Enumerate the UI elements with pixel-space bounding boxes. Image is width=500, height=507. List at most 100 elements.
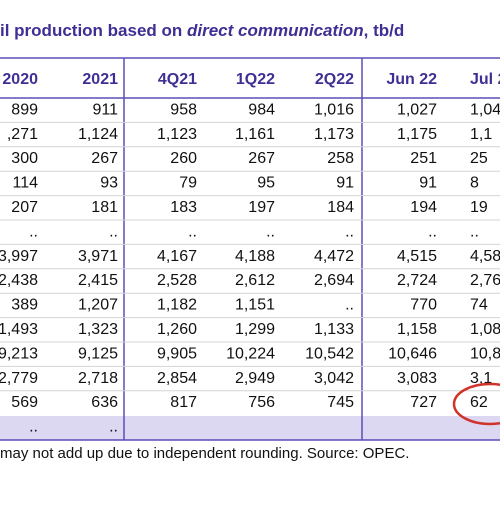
cell: 91	[336, 175, 354, 192]
cell: 4,515	[397, 248, 437, 265]
cell: ..	[29, 419, 38, 436]
cell: ..	[29, 223, 38, 240]
cell: 95	[257, 175, 275, 192]
cell: 1,1	[470, 126, 492, 143]
header-cell: 2020	[2, 71, 38, 88]
cell: 1,260	[157, 321, 197, 338]
cell: ..	[109, 223, 118, 240]
cell: 756	[248, 394, 275, 411]
header-cell: 2021	[82, 71, 118, 88]
cell: 2,694	[314, 272, 354, 289]
title-part: il production based on	[0, 21, 187, 40]
header-cell: 4Q21	[158, 71, 197, 88]
cell: 899	[11, 101, 38, 118]
highlight-circle	[452, 382, 500, 426]
cell: 114	[12, 175, 38, 192]
cell: 389	[11, 297, 38, 314]
shaded-row	[0, 416, 500, 440]
cell: 2,438	[0, 272, 38, 289]
cell: ..	[345, 297, 354, 314]
header-cell: 1Q22	[236, 71, 275, 88]
cell: 2,612	[235, 272, 275, 289]
header-cell: Jun 22	[386, 71, 437, 88]
cell: 1,124	[78, 126, 118, 143]
cell: 3,042	[314, 370, 354, 387]
cell: 9,125	[78, 345, 118, 362]
cell: 93	[100, 175, 118, 192]
cell: 4,188	[235, 248, 275, 265]
cell: 3,1	[470, 370, 492, 387]
cell: 2,528	[157, 272, 197, 289]
cell: 1,04	[470, 101, 500, 118]
cell: 745	[327, 394, 354, 411]
cell: 251	[410, 150, 437, 167]
cell: 1,158	[397, 321, 437, 338]
cell: 62	[470, 394, 488, 411]
cell: 1,027	[397, 101, 437, 118]
cell: 300	[11, 150, 38, 167]
cell: ,271	[7, 126, 38, 143]
cell: 911	[92, 101, 118, 118]
cell: 1,161	[235, 126, 275, 143]
title-part: , tb/d	[364, 21, 405, 40]
cell: 197	[248, 199, 275, 216]
title-italic: direct communication	[187, 21, 364, 40]
cell: 2,415	[78, 272, 118, 289]
cell: ..	[188, 223, 197, 240]
cell: 817	[170, 394, 197, 411]
cell: 569	[11, 394, 38, 411]
cell: ..	[345, 223, 354, 240]
header-cell: Jul 2	[470, 71, 500, 88]
cell: 958	[170, 101, 197, 118]
cell: 183	[170, 199, 197, 216]
cell: 636	[91, 394, 118, 411]
cell: ..	[428, 223, 437, 240]
cell: 1,207	[78, 297, 118, 314]
cell: 984	[248, 101, 275, 118]
cell: ..	[470, 223, 479, 240]
cell: 4,58	[470, 248, 500, 265]
cell: 1,123	[157, 126, 197, 143]
cell: 181	[91, 199, 118, 216]
cell: 79	[179, 175, 197, 192]
title: il production based on direct communicat…	[0, 21, 404, 40]
cell: 10,224	[226, 345, 275, 362]
cell: 9,213	[0, 345, 38, 362]
cell: 25	[470, 150, 488, 167]
cell: ..	[266, 223, 275, 240]
cell: 1,151	[235, 297, 275, 314]
cell: 4,167	[157, 248, 197, 265]
cell: 1,493	[0, 321, 38, 338]
cell: 1,08	[470, 321, 500, 338]
cell: 1,182	[157, 297, 197, 314]
footer: may not add up due to independent roundi…	[0, 445, 409, 462]
cell: 3,971	[78, 248, 118, 265]
cell: 267	[248, 150, 275, 167]
cell: 1,016	[314, 101, 354, 118]
cell: 2,718	[78, 370, 118, 387]
cell: 2,724	[397, 272, 437, 289]
cell: 8	[470, 175, 479, 192]
cell: 267	[91, 150, 118, 167]
cell: 258	[327, 150, 354, 167]
cell: 10,646	[388, 345, 437, 362]
cell: 2,949	[235, 370, 275, 387]
cell: 2,854	[157, 370, 197, 387]
cell: 1,175	[397, 126, 437, 143]
cell: 1,323	[78, 321, 118, 338]
cell: 1,173	[314, 126, 354, 143]
cell: 260	[170, 150, 197, 167]
cell: 74	[470, 297, 488, 314]
cell: 91	[419, 175, 437, 192]
cell: 1,133	[314, 321, 354, 338]
cell: 770	[410, 297, 437, 314]
cell: 1,299	[235, 321, 275, 338]
cell: 207	[11, 199, 38, 216]
cell: 4,472	[314, 248, 354, 265]
cell: 10,542	[305, 345, 354, 362]
cell: 10,81	[470, 345, 500, 362]
cell: 2,779	[0, 370, 38, 387]
